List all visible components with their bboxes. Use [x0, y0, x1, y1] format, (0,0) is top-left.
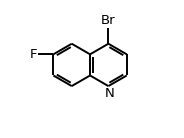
Text: Br: Br	[101, 14, 116, 27]
Text: N: N	[105, 87, 115, 100]
Text: F: F	[30, 48, 37, 61]
